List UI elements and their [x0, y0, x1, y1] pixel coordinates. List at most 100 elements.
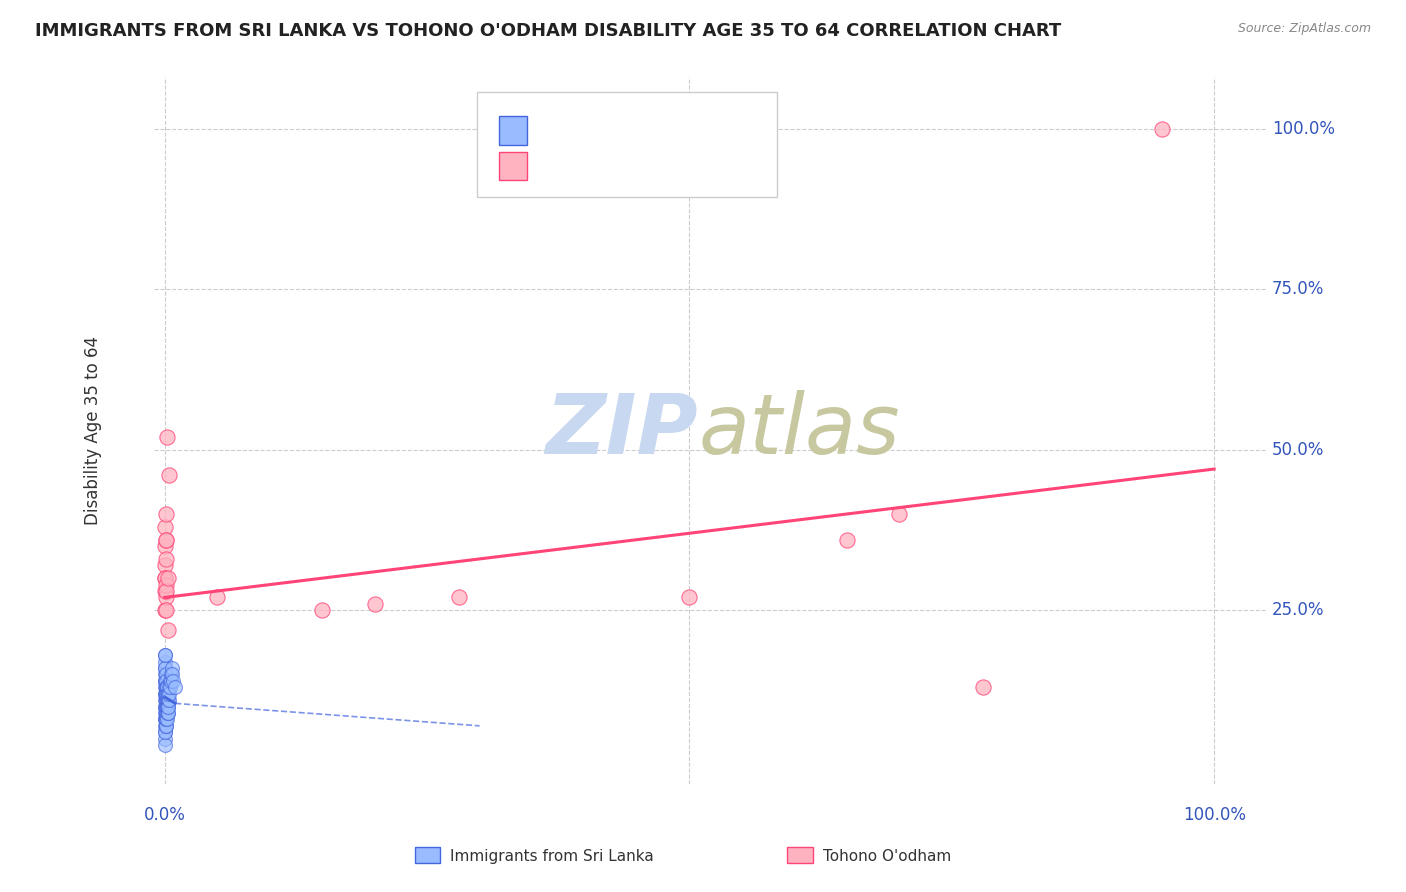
Point [156, 713, 179, 727]
Point [889, 507, 911, 521]
Point [157, 681, 180, 695]
Text: Immigrants from Sri Lanka: Immigrants from Sri Lanka [450, 849, 654, 863]
Point [157, 687, 180, 701]
Point [678, 591, 700, 605]
Point [155, 603, 177, 617]
Point [153, 713, 176, 727]
Point [205, 591, 228, 605]
Point [155, 699, 177, 714]
Point [311, 603, 333, 617]
Point [155, 687, 177, 701]
Text: 100.0%: 100.0% [1182, 806, 1246, 824]
Point [153, 725, 176, 739]
Point [153, 667, 176, 681]
Point [153, 571, 176, 585]
Text: 100.0%: 100.0% [1272, 120, 1334, 137]
Point [155, 687, 177, 701]
Point [155, 713, 177, 727]
Point [156, 693, 179, 707]
Point [156, 699, 179, 714]
Point [153, 648, 176, 663]
Text: ZIP: ZIP [546, 390, 697, 471]
Point [153, 699, 176, 714]
Point [153, 558, 176, 573]
Point [162, 673, 184, 688]
Point [156, 699, 179, 714]
Point [156, 571, 179, 585]
Point [155, 719, 177, 733]
Point [155, 584, 177, 599]
Point [153, 661, 176, 675]
Point [153, 571, 176, 585]
Point [155, 552, 177, 566]
Text: IMMIGRANTS FROM SRI LANKA VS TOHONO O'ODHAM DISABILITY AGE 35 TO 64 CORRELATION : IMMIGRANTS FROM SRI LANKA VS TOHONO O'OD… [35, 22, 1062, 40]
Point [157, 468, 180, 483]
Point [155, 693, 177, 707]
Point [153, 706, 176, 720]
Point [153, 681, 176, 695]
Point [156, 687, 179, 701]
Text: 50.0%: 50.0% [1272, 441, 1324, 458]
Point [153, 661, 176, 675]
Point [363, 597, 385, 611]
Point [156, 693, 179, 707]
Bar [499, 116, 527, 145]
Text: atlas: atlas [699, 390, 900, 471]
Bar [499, 152, 527, 180]
Text: 25.0%: 25.0% [1272, 601, 1324, 619]
Point [159, 673, 181, 688]
Point [155, 681, 177, 695]
Point [156, 699, 179, 714]
Point [153, 648, 176, 663]
Point [156, 706, 179, 720]
Text: 0.0%: 0.0% [143, 806, 186, 824]
Point [153, 539, 176, 553]
Point [155, 533, 177, 547]
Text: 66: 66 [727, 121, 751, 139]
Point [156, 687, 179, 701]
Text: 0.388: 0.388 [605, 157, 657, 175]
Point [1150, 121, 1173, 136]
Point [153, 738, 176, 752]
Point [153, 687, 176, 701]
Point [153, 699, 176, 714]
Point [156, 623, 179, 637]
Point [160, 667, 183, 681]
Point [157, 693, 180, 707]
Text: R =: R = [544, 121, 579, 139]
Point [972, 681, 994, 695]
Point [155, 667, 177, 681]
Text: Source: ZipAtlas.com: Source: ZipAtlas.com [1237, 22, 1371, 36]
Point [155, 591, 177, 605]
Point [153, 719, 176, 733]
Point [165, 681, 187, 695]
Text: Disability Age 35 to 64: Disability Age 35 to 64 [84, 336, 103, 525]
Point [160, 673, 183, 688]
Point [155, 577, 177, 591]
Point [156, 693, 179, 707]
Point [156, 681, 179, 695]
Point [153, 731, 176, 746]
FancyBboxPatch shape [477, 92, 778, 197]
Point [153, 713, 176, 727]
Point [155, 706, 177, 720]
Point [155, 673, 177, 688]
Text: N =: N = [672, 157, 718, 175]
Point [155, 507, 177, 521]
Point [155, 681, 177, 695]
Point [155, 693, 177, 707]
Text: 75.0%: 75.0% [1272, 280, 1324, 298]
Point [153, 520, 176, 534]
Text: -0.101: -0.101 [605, 121, 664, 139]
Point [153, 655, 176, 669]
Point [155, 719, 177, 733]
Text: 28: 28 [727, 157, 751, 175]
Point [153, 603, 176, 617]
Point [156, 693, 179, 707]
Point [153, 725, 176, 739]
Text: Tohono O'odham: Tohono O'odham [823, 849, 950, 863]
Point [156, 681, 179, 695]
Point [156, 687, 179, 701]
Point [153, 673, 176, 688]
Point [155, 533, 177, 547]
